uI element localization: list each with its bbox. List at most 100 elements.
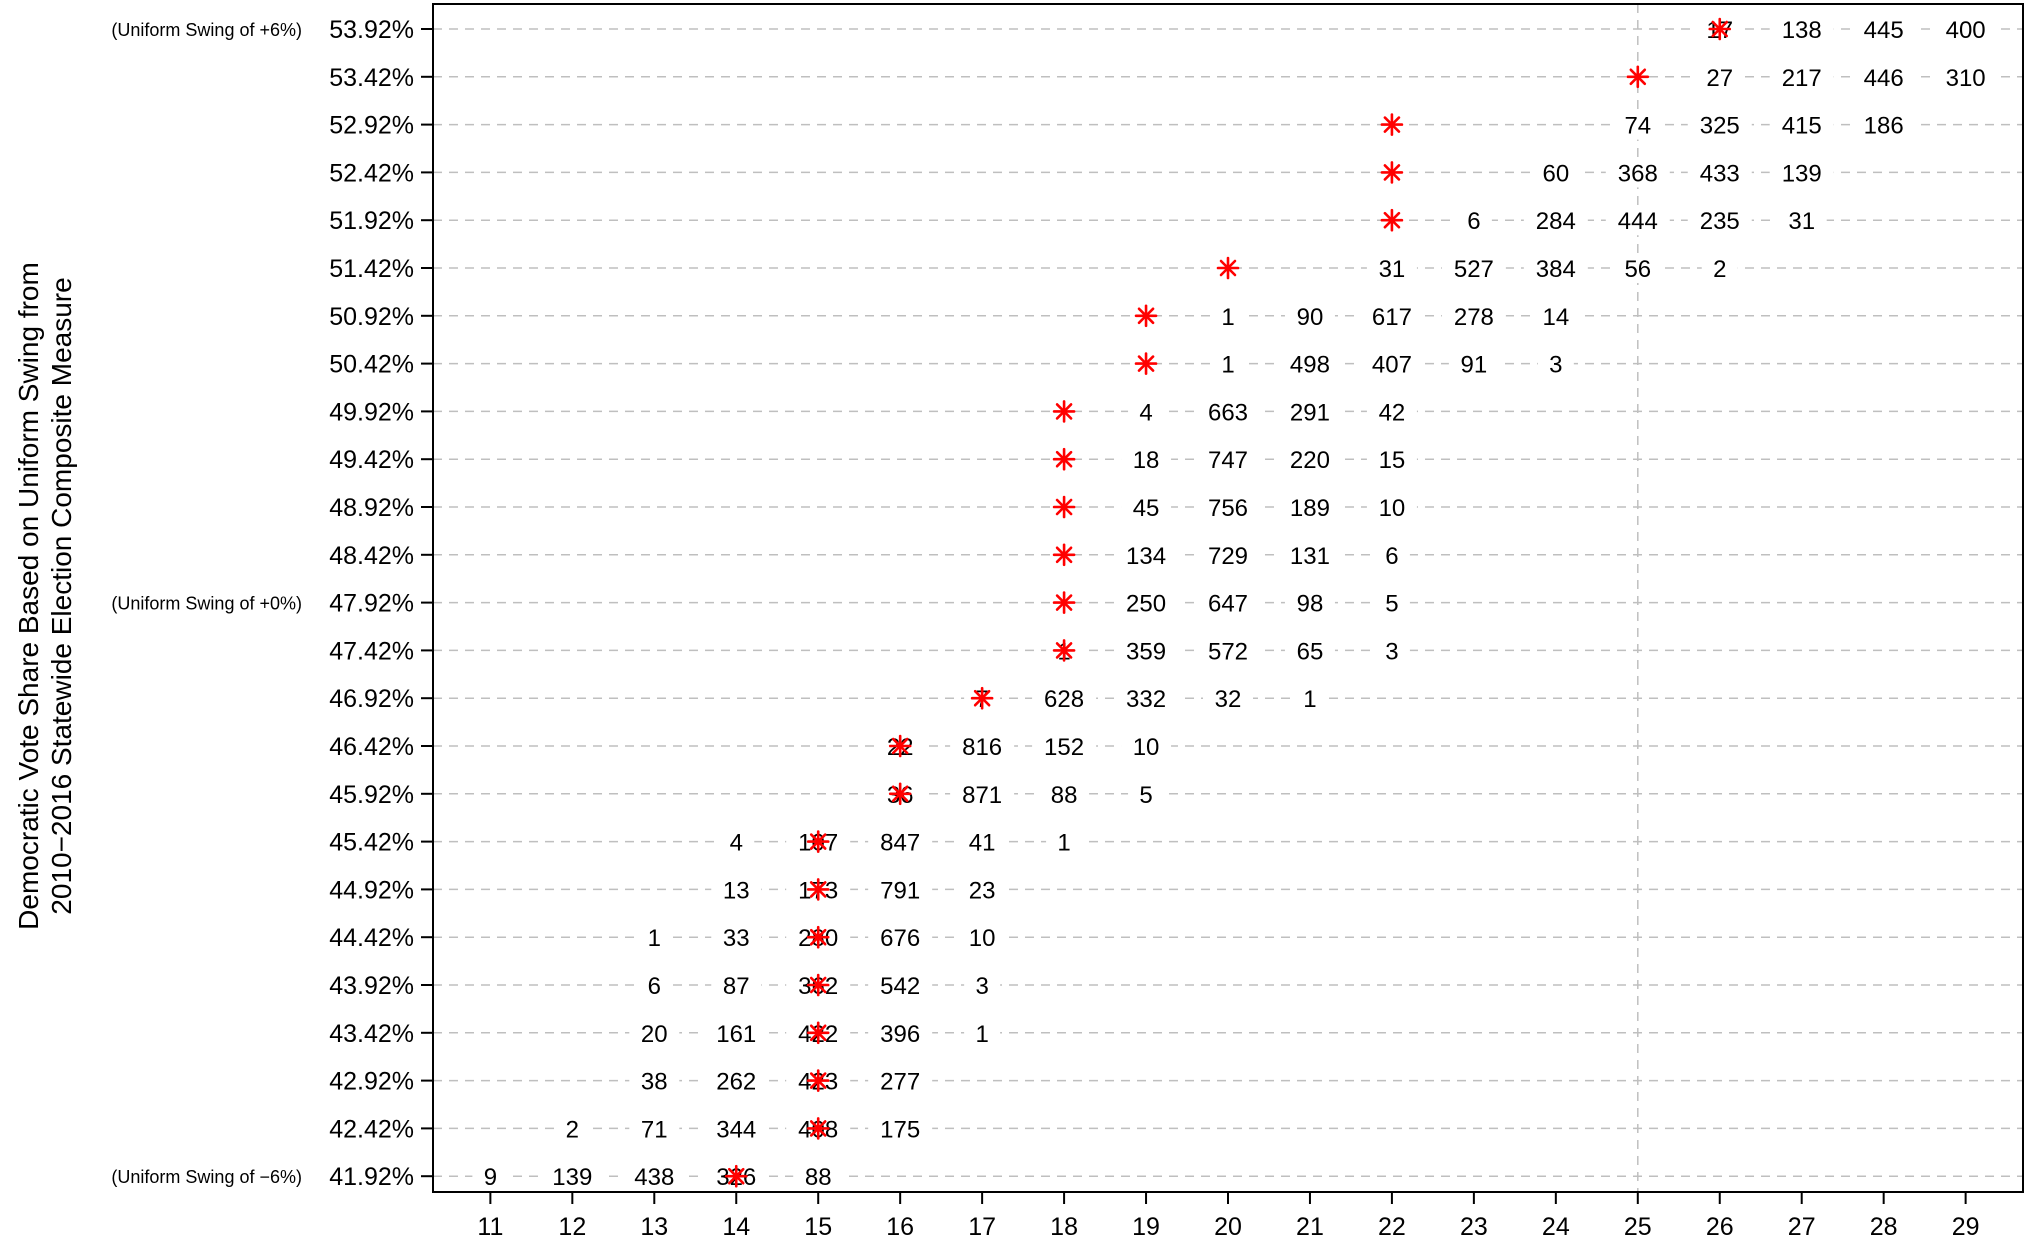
cell-value: 14 xyxy=(1542,304,1569,331)
cell-value: 10 xyxy=(1379,495,1406,522)
cell-value: 384 xyxy=(1536,256,1576,283)
cell-value: 262 xyxy=(716,1069,756,1096)
y-tick-label: 49.92% xyxy=(329,398,414,426)
cell-value: 663 xyxy=(1208,399,1248,426)
cell-value: 1 xyxy=(1303,686,1316,713)
asterisk-marker xyxy=(1134,304,1158,328)
cell-background xyxy=(704,1113,769,1144)
cell-background xyxy=(1359,348,1424,379)
cell-background xyxy=(629,1065,680,1096)
cell-value: 407 xyxy=(1372,352,1412,379)
cell-background xyxy=(1196,492,1260,522)
cell-background xyxy=(711,874,762,905)
cell-background xyxy=(1196,635,1260,666)
asterisk-marker xyxy=(888,734,912,758)
cell-value: 325 xyxy=(1700,113,1740,140)
x-tick-label: 27 xyxy=(1788,1213,1816,1241)
cell-background xyxy=(704,1065,769,1096)
y-tick-label: 43.42% xyxy=(329,1020,414,1048)
cell-value: 31 xyxy=(1379,256,1406,283)
asterisk-marker xyxy=(1052,639,1076,662)
x-tick-label: 23 xyxy=(1460,1213,1488,1241)
cell-value: 6 xyxy=(1467,208,1480,235)
y-tick-label: 48.42% xyxy=(329,542,414,570)
cell-background xyxy=(868,826,933,857)
y-tick-label: 51.42% xyxy=(329,255,414,283)
x-tick-label: 29 xyxy=(1952,1213,1980,1241)
cell-background xyxy=(1366,492,1417,522)
cell-background xyxy=(1128,396,1165,427)
cell-value: 5 xyxy=(1139,782,1152,809)
asterisk-marker xyxy=(806,1069,830,1092)
y-tick-label: 41.92% xyxy=(329,1163,414,1191)
cell-background xyxy=(1851,14,1916,44)
cell-value: 1 xyxy=(1221,304,1234,331)
y-tick-label: 48.92% xyxy=(329,494,414,522)
x-tick-label: 24 xyxy=(1542,1213,1570,1241)
cell-value: 415 xyxy=(1782,113,1822,140)
cell-value: 20 xyxy=(641,1021,668,1048)
cell-value: 816 xyxy=(962,734,1002,761)
cell-background xyxy=(964,970,1001,1000)
cell-background xyxy=(1114,683,1179,714)
cell-background xyxy=(868,970,933,1000)
cell-value: 2 xyxy=(1713,256,1726,283)
cell-background xyxy=(636,970,673,1000)
cell-background xyxy=(1523,205,1588,236)
cell-background xyxy=(1373,587,1410,618)
y-tick-label: 53.92% xyxy=(329,16,414,44)
cell-background xyxy=(1284,635,1335,666)
cell-background xyxy=(1612,109,1663,140)
cell-background xyxy=(1046,826,1083,857)
y-tick-label: 53.42% xyxy=(329,64,414,92)
cell-value: 217 xyxy=(1782,65,1822,92)
cell-value: 138 xyxy=(1782,17,1822,44)
y-tick-label: 47.42% xyxy=(329,637,414,665)
cell-value: 161 xyxy=(716,1021,756,1048)
asterisk-marker xyxy=(1052,495,1076,519)
cell-background xyxy=(1687,157,1752,188)
x-tick-label: 12 xyxy=(558,1213,586,1241)
cell-value: 71 xyxy=(641,1116,668,1143)
cell-background xyxy=(957,826,1008,857)
cell-value: 15 xyxy=(1379,447,1406,474)
cell-value: 152 xyxy=(1044,734,1084,761)
asterisk-marker xyxy=(1216,256,1240,280)
cell-background xyxy=(711,922,762,953)
cell-background xyxy=(629,1113,680,1144)
cell-value: 3 xyxy=(1385,638,1398,665)
cell-value: 88 xyxy=(805,1164,832,1191)
cell-background xyxy=(793,1161,844,1192)
cell-value: 90 xyxy=(1297,304,1324,331)
cell-background xyxy=(1203,683,1253,714)
cell-value: 756 xyxy=(1208,495,1248,522)
cell-value: 344 xyxy=(716,1116,756,1143)
cell-background xyxy=(1366,253,1417,283)
y-tick-label: 50.92% xyxy=(329,303,414,331)
cell-background xyxy=(868,922,933,953)
cell-background xyxy=(1530,300,1581,331)
cell-background xyxy=(1933,61,1998,92)
y-tick-label: 46.42% xyxy=(329,733,414,761)
cell-value: 38 xyxy=(641,1069,668,1096)
cell-value: 747 xyxy=(1208,447,1248,474)
asterisk-marker xyxy=(888,782,912,806)
x-tick-label: 18 xyxy=(1050,1213,1078,1241)
cell-background xyxy=(1687,205,1752,236)
cell-value: 220 xyxy=(1290,447,1330,474)
cell-value: 6 xyxy=(1385,543,1398,570)
cell-value: 250 xyxy=(1126,591,1166,618)
cell-background xyxy=(1114,635,1179,666)
y-tick-label: 52.92% xyxy=(329,112,414,140)
cell-background xyxy=(1769,14,1834,44)
cell-background xyxy=(711,970,762,1000)
cell-value: 189 xyxy=(1290,495,1330,522)
cell-background xyxy=(1277,444,1342,475)
cell-background xyxy=(1277,492,1342,522)
cell-value: 1 xyxy=(648,925,661,952)
cell-value: 445 xyxy=(1864,17,1904,44)
cell-background xyxy=(1277,348,1342,379)
asterisk-marker xyxy=(806,830,830,853)
cell-background xyxy=(1284,300,1335,331)
